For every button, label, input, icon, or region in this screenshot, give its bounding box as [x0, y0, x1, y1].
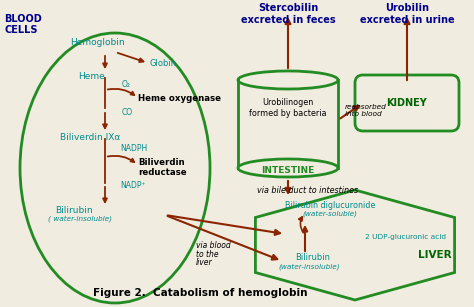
- Text: reductase: reductase: [138, 168, 187, 177]
- Text: Bilirubin diglucuronide: Bilirubin diglucuronide: [285, 200, 375, 209]
- Text: Figure 2.  Catabolism of hemoglobin: Figure 2. Catabolism of hemoglobin: [93, 288, 307, 298]
- Text: ( water-insoluble): ( water-insoluble): [48, 216, 112, 222]
- Text: Urobilin
excreted in urine: Urobilin excreted in urine: [360, 3, 454, 25]
- Text: O₂: O₂: [122, 80, 131, 88]
- Text: via bile duct to intestines: via bile duct to intestines: [257, 185, 358, 195]
- Text: Heme oxygenase: Heme oxygenase: [138, 94, 221, 103]
- Text: Globin: Globin: [150, 59, 177, 68]
- Text: KIDNEY: KIDNEY: [387, 98, 428, 108]
- Text: Heme: Heme: [78, 72, 105, 80]
- Text: NADPH: NADPH: [120, 143, 147, 153]
- Text: reabsorbed
into blood: reabsorbed into blood: [345, 103, 387, 116]
- Text: Hemoglobin: Hemoglobin: [70, 38, 124, 47]
- Text: BLOOD
CELLS: BLOOD CELLS: [4, 14, 42, 35]
- Text: Stercobilin
excreted in feces: Stercobilin excreted in feces: [241, 3, 335, 25]
- Text: 2 UDP-glucuronic acid: 2 UDP-glucuronic acid: [365, 234, 446, 240]
- Text: (water-insoluble): (water-insoluble): [278, 264, 340, 270]
- Text: INTESTINE: INTESTINE: [261, 165, 315, 174]
- Text: Biliverdin: Biliverdin: [138, 157, 185, 166]
- Text: CO: CO: [122, 107, 133, 116]
- Text: via blood: via blood: [196, 241, 231, 250]
- Text: LIVER: LIVER: [418, 250, 452, 260]
- Text: Bilirubin: Bilirubin: [295, 254, 330, 262]
- Ellipse shape: [238, 159, 338, 177]
- Text: liver: liver: [196, 258, 213, 267]
- Text: NADP⁺: NADP⁺: [120, 181, 146, 189]
- Text: Biliverdin IXα: Biliverdin IXα: [60, 133, 120, 142]
- Text: Urobilinogen
formed by bacteria: Urobilinogen formed by bacteria: [249, 98, 327, 118]
- Text: (water-soluble): (water-soluble): [302, 211, 357, 217]
- Text: Bilirubin: Bilirubin: [55, 205, 92, 215]
- Text: to the: to the: [196, 250, 219, 259]
